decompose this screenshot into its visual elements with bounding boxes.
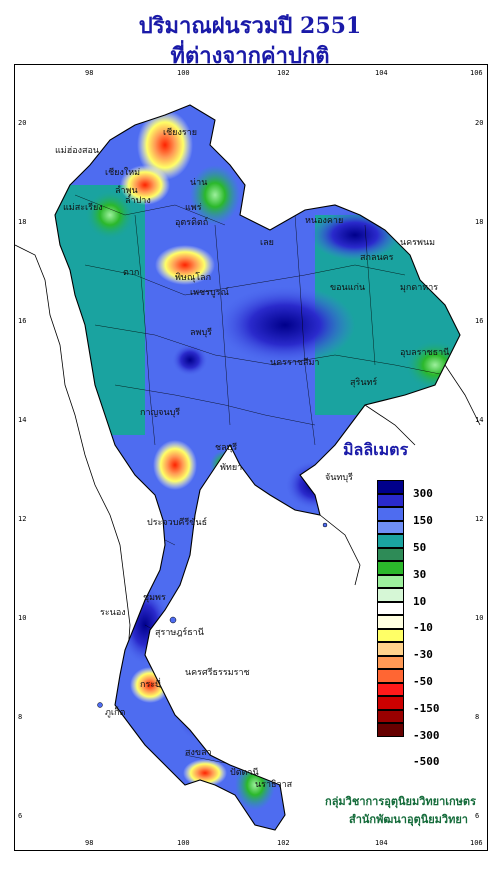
place-label: ตาก: [123, 268, 140, 278]
place-label: นราธิวาส: [255, 780, 293, 790]
legend-swatch: [377, 669, 404, 683]
x-tick-bottom: 106: [470, 839, 483, 847]
y-tick-left: 18: [18, 218, 27, 226]
legend-label: -300: [413, 729, 440, 742]
legend-swatch: [377, 628, 404, 642]
place-label: เชียงใหม่: [105, 168, 141, 178]
y-tick-right: 16: [475, 317, 484, 325]
legend-label: -30: [413, 648, 433, 661]
place-label: ระนอง: [100, 608, 126, 618]
legend-swatch: [377, 480, 404, 494]
legend-swatch: [377, 696, 404, 710]
place-label: นครศรีธรรมราช: [185, 668, 250, 678]
credit-line2: สำนักพัฒนาอุตุนิยมวิทยา: [349, 813, 468, 826]
y-tick-left: 12: [18, 515, 27, 523]
place-label: กระบี่: [140, 680, 161, 690]
x-tick-bottom: 104: [375, 839, 388, 847]
x-tick-top: 106: [470, 69, 483, 77]
x-tick-top: 104: [375, 69, 388, 77]
place-label: สกลนคร: [360, 253, 394, 263]
legend-swatch: [377, 534, 404, 548]
legend-title: มิลลิเมตร: [343, 440, 409, 459]
place-label: ลพบุรี: [190, 328, 212, 338]
x-tick-top: 98: [85, 69, 94, 77]
y-tick-right: 10: [475, 614, 484, 622]
y-tick-left: 14: [18, 416, 27, 424]
x-tick-bottom: 100: [177, 839, 190, 847]
place-label: อุตรดิตถ์: [175, 218, 209, 228]
place-label: น่าน: [190, 178, 208, 188]
legend-label: 50: [413, 541, 427, 554]
legend-colorbar: [377, 480, 404, 737]
legend-label: 10: [413, 595, 427, 608]
neighbor-borders: [15, 244, 481, 706]
place-label: แม่สะเรียง: [63, 203, 103, 213]
place-label: มุกดาหาร: [400, 283, 439, 293]
legend-swatch: [377, 574, 404, 588]
place-label: แพร่: [185, 203, 202, 213]
legend-label: 300: [413, 487, 433, 500]
place-label: แม่ฮ่องสอน: [55, 146, 100, 156]
map-title-line1: ปริมาณฝนรวมปี 2551: [138, 13, 362, 39]
x-tick-bottom: 102: [277, 839, 290, 847]
place-label: สุรินทร์: [350, 378, 378, 388]
y-tick-left: 10: [18, 614, 27, 622]
legend-swatch: [377, 493, 404, 507]
place-label: จันทบุรี: [325, 473, 353, 483]
legend-label: -150: [413, 702, 440, 715]
legend-swatch: [377, 642, 404, 656]
legend-label: -10: [413, 621, 433, 634]
place-label: ลำปาง: [125, 196, 151, 206]
x-tick-top: 102: [277, 69, 290, 77]
legend-swatch: [377, 709, 404, 723]
legend-label: 30: [413, 568, 427, 581]
x-tick-bottom: 98: [85, 839, 94, 847]
credit-line1: กลุ่มวิชาการอุตุนิยมวิทยาเกษตร: [325, 795, 476, 808]
place-label: พิษณุโลก: [175, 273, 212, 283]
legend-swatch: [377, 682, 404, 696]
y-tick-right: 14: [475, 416, 484, 424]
place-label: ชลบุรี: [215, 443, 238, 453]
place-label: เชียงราย: [163, 128, 198, 138]
place-label: ประจวบคีรีขันธ์: [147, 518, 208, 528]
legend-swatch: [377, 561, 404, 575]
place-label: ภูเก็ต: [105, 708, 126, 718]
legend-swatch: [377, 601, 404, 615]
place-label: สงขลา: [185, 748, 212, 758]
place-label: สุราษฎร์ธานี: [155, 628, 204, 638]
y-tick-right: 6: [475, 812, 480, 820]
y-tick-right: 8: [475, 713, 480, 721]
place-label: เลย: [260, 238, 274, 248]
y-tick-left: 16: [18, 317, 27, 325]
place-label: ชุมพร: [143, 593, 166, 603]
legend-label: 150: [413, 514, 433, 527]
legend-label: -50: [413, 675, 433, 688]
y-tick-left: 8: [18, 713, 23, 721]
place-label: หนองคาย: [305, 216, 344, 226]
legend-swatch: [377, 723, 404, 737]
y-tick-right: 12: [475, 515, 484, 523]
legend-label: -500: [413, 755, 440, 768]
y-tick-left: 6: [18, 812, 23, 820]
x-tick-top: 100: [177, 69, 190, 77]
place-label: นครราชสีมา: [270, 358, 320, 368]
place-label: เพชรบูรณ์: [190, 288, 229, 298]
legend-swatch: [377, 655, 404, 669]
y-tick-right: 20: [475, 119, 484, 127]
y-tick-right: 18: [475, 218, 484, 226]
place-label: ปัตตานี: [230, 768, 259, 778]
legend-swatch: [377, 588, 404, 602]
y-tick-left: 20: [18, 119, 27, 127]
place-label: นครพนม: [400, 238, 436, 248]
place-label: กาญจนบุรี: [140, 408, 181, 418]
place-label: ขอนแก่น: [330, 283, 366, 293]
legend-swatch: [377, 520, 404, 534]
legend-swatch: [377, 615, 404, 629]
place-label: พัทยา: [220, 463, 243, 473]
place-label: ลำพูน: [115, 186, 138, 196]
thailand-outline: [54, 104, 461, 831]
legend-swatch: [377, 507, 404, 521]
legend-swatch: [377, 547, 404, 561]
place-label: อุบลราชธานี: [400, 348, 450, 358]
